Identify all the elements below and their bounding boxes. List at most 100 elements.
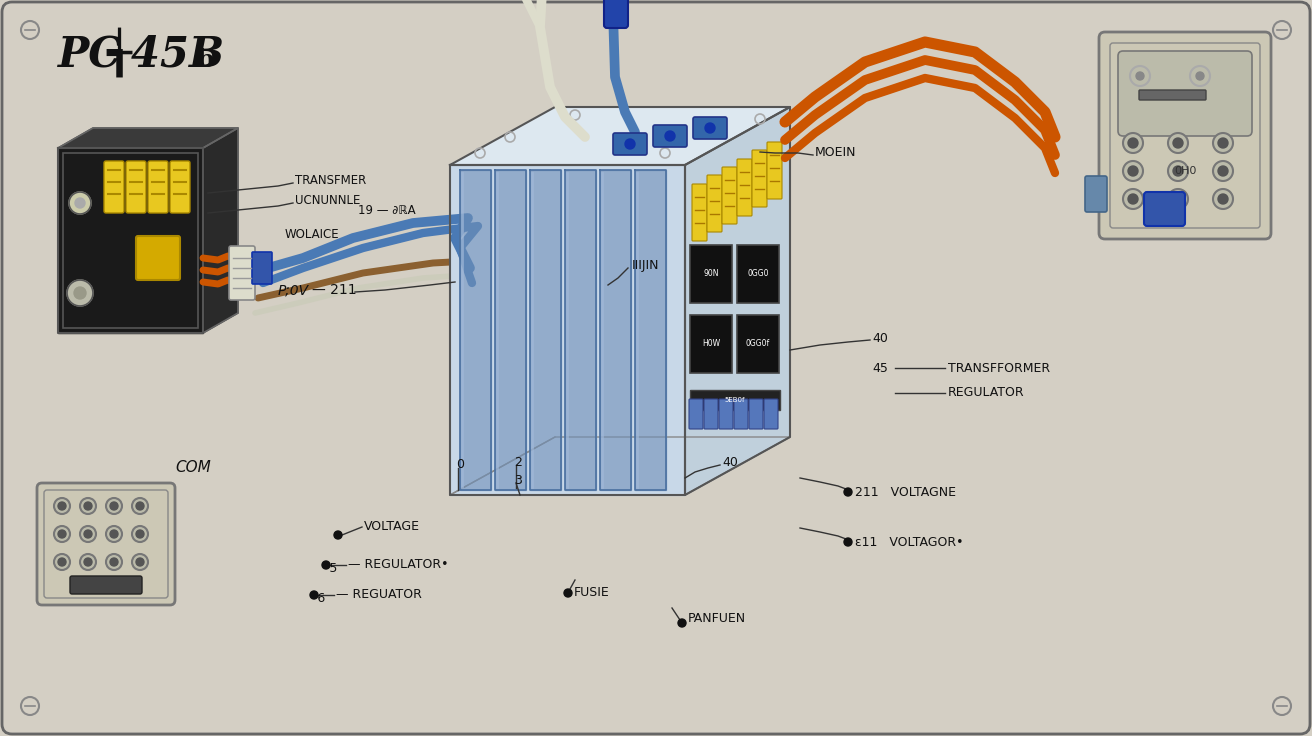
FancyBboxPatch shape bbox=[719, 399, 733, 429]
Circle shape bbox=[1218, 138, 1228, 148]
Circle shape bbox=[1173, 194, 1183, 204]
FancyBboxPatch shape bbox=[690, 245, 732, 303]
FancyBboxPatch shape bbox=[705, 399, 718, 429]
FancyBboxPatch shape bbox=[764, 399, 778, 429]
Circle shape bbox=[1136, 72, 1144, 80]
FancyBboxPatch shape bbox=[70, 576, 142, 594]
Text: 90N: 90N bbox=[703, 269, 719, 278]
Text: •6: •6 bbox=[310, 592, 325, 604]
Text: 5EB0f: 5EB0f bbox=[724, 397, 745, 403]
Polygon shape bbox=[203, 128, 237, 333]
FancyBboxPatch shape bbox=[171, 161, 190, 213]
Text: IIIJIN: IIIJIN bbox=[632, 258, 660, 272]
FancyBboxPatch shape bbox=[653, 125, 687, 147]
FancyBboxPatch shape bbox=[1118, 51, 1252, 136]
Text: — REGULATOR•: — REGULATOR• bbox=[348, 559, 449, 571]
Polygon shape bbox=[495, 170, 526, 490]
Text: b: b bbox=[195, 48, 214, 72]
Text: 0GG0: 0GG0 bbox=[748, 269, 769, 278]
FancyBboxPatch shape bbox=[752, 150, 768, 207]
Text: 19 — ∂ℝA: 19 — ∂ℝA bbox=[358, 203, 416, 216]
Circle shape bbox=[106, 554, 122, 570]
FancyBboxPatch shape bbox=[733, 399, 748, 429]
Text: COM: COM bbox=[174, 461, 211, 475]
Text: 0: 0 bbox=[457, 459, 464, 472]
Circle shape bbox=[1128, 166, 1138, 176]
Circle shape bbox=[564, 589, 572, 597]
Text: UCNUNNLE: UCNUNNLE bbox=[295, 194, 361, 208]
Text: ε11   VOLTAGOR•: ε11 VOLTAGOR• bbox=[855, 536, 963, 548]
Circle shape bbox=[1123, 189, 1143, 209]
Circle shape bbox=[75, 198, 85, 208]
Circle shape bbox=[310, 591, 318, 599]
Circle shape bbox=[335, 531, 342, 539]
FancyBboxPatch shape bbox=[37, 483, 174, 605]
Circle shape bbox=[1128, 194, 1138, 204]
Text: 45: 45 bbox=[872, 361, 888, 375]
Text: 3: 3 bbox=[514, 473, 522, 486]
Text: P;0V: P;0V bbox=[278, 283, 310, 297]
Text: ╅45B: ╅45B bbox=[106, 27, 224, 77]
Polygon shape bbox=[600, 170, 631, 490]
Circle shape bbox=[844, 488, 851, 496]
FancyBboxPatch shape bbox=[613, 133, 647, 155]
Circle shape bbox=[80, 554, 96, 570]
Circle shape bbox=[1173, 138, 1183, 148]
Polygon shape bbox=[450, 107, 790, 165]
FancyBboxPatch shape bbox=[690, 315, 732, 373]
Circle shape bbox=[1218, 166, 1228, 176]
Circle shape bbox=[665, 131, 674, 141]
FancyBboxPatch shape bbox=[689, 399, 703, 429]
FancyBboxPatch shape bbox=[707, 175, 722, 232]
Circle shape bbox=[70, 192, 91, 214]
Circle shape bbox=[110, 558, 118, 566]
Circle shape bbox=[1168, 133, 1187, 153]
Circle shape bbox=[625, 139, 635, 149]
Circle shape bbox=[67, 280, 93, 306]
Circle shape bbox=[133, 554, 148, 570]
Text: MOEIN: MOEIN bbox=[815, 146, 857, 158]
Circle shape bbox=[54, 498, 70, 514]
FancyBboxPatch shape bbox=[604, 0, 628, 28]
Circle shape bbox=[106, 498, 122, 514]
Polygon shape bbox=[565, 170, 596, 490]
Circle shape bbox=[678, 619, 686, 627]
Circle shape bbox=[54, 554, 70, 570]
Circle shape bbox=[58, 558, 66, 566]
FancyBboxPatch shape bbox=[749, 399, 764, 429]
FancyBboxPatch shape bbox=[1085, 176, 1107, 212]
FancyBboxPatch shape bbox=[737, 159, 752, 216]
Text: — REGUATOR: — REGUATOR bbox=[336, 589, 422, 601]
Circle shape bbox=[136, 558, 144, 566]
FancyBboxPatch shape bbox=[768, 142, 782, 199]
Circle shape bbox=[84, 558, 92, 566]
Polygon shape bbox=[58, 148, 203, 333]
Text: H0W: H0W bbox=[702, 339, 720, 349]
Polygon shape bbox=[461, 170, 491, 490]
Circle shape bbox=[705, 123, 715, 133]
Text: 40: 40 bbox=[722, 456, 737, 469]
Circle shape bbox=[80, 498, 96, 514]
FancyBboxPatch shape bbox=[3, 2, 1309, 734]
Polygon shape bbox=[58, 128, 237, 148]
Text: 211   VOLTAGNE: 211 VOLTAGNE bbox=[855, 486, 956, 498]
Circle shape bbox=[1197, 72, 1204, 80]
Text: 2: 2 bbox=[514, 456, 522, 469]
Text: WOLAICE: WOLAICE bbox=[285, 228, 340, 241]
Circle shape bbox=[1218, 194, 1228, 204]
FancyBboxPatch shape bbox=[1144, 192, 1185, 226]
Circle shape bbox=[844, 538, 851, 546]
Circle shape bbox=[84, 530, 92, 538]
FancyBboxPatch shape bbox=[252, 252, 272, 284]
FancyBboxPatch shape bbox=[1099, 32, 1271, 239]
Circle shape bbox=[1214, 189, 1233, 209]
Text: 0GG0f: 0GG0f bbox=[747, 339, 770, 349]
Polygon shape bbox=[685, 107, 790, 495]
Circle shape bbox=[133, 498, 148, 514]
Circle shape bbox=[110, 530, 118, 538]
Circle shape bbox=[1214, 161, 1233, 181]
Text: — 211: — 211 bbox=[312, 283, 357, 297]
Circle shape bbox=[58, 530, 66, 538]
Circle shape bbox=[1123, 161, 1143, 181]
Circle shape bbox=[54, 526, 70, 542]
